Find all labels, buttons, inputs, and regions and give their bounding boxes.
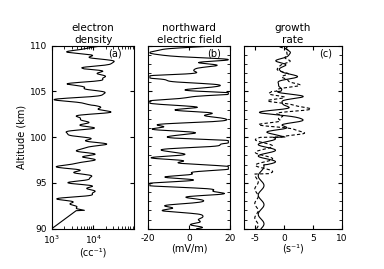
Text: (a): (a) bbox=[108, 49, 122, 59]
X-axis label: (cc⁻¹): (cc⁻¹) bbox=[79, 247, 107, 257]
Text: (b): (b) bbox=[207, 49, 221, 59]
X-axis label: (s⁻¹): (s⁻¹) bbox=[282, 244, 304, 254]
Title: electron
density: electron density bbox=[72, 23, 114, 45]
Text: (c): (c) bbox=[319, 49, 332, 59]
Title: growth
rate: growth rate bbox=[275, 23, 311, 45]
X-axis label: (mV/m): (mV/m) bbox=[171, 244, 207, 254]
Title: northward
electric field: northward electric field bbox=[157, 23, 222, 45]
Y-axis label: Altitude (km): Altitude (km) bbox=[17, 105, 27, 169]
